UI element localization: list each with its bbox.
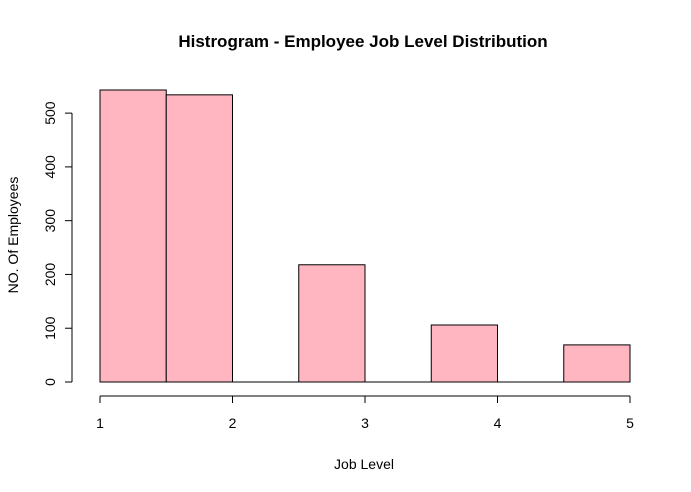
x-tick-label-2: 3 — [361, 415, 369, 431]
y-axis: 0 100 200 300 400 500 — [42, 101, 73, 386]
histogram-bar-3 — [298, 264, 366, 383]
x-tick-label-1: 2 — [229, 415, 237, 431]
histogram-bar-0 — [99, 89, 167, 383]
x-tick-label-3: 4 — [494, 415, 502, 431]
histogram-bar-5 — [430, 324, 498, 383]
bars-group — [99, 89, 631, 383]
chart-title: Histrogram - Employee Job Level Distribu… — [178, 32, 547, 51]
y-tick-label-4: 400 — [42, 155, 58, 179]
y-tick-label-2: 200 — [42, 263, 58, 287]
x-tick-label-4: 5 — [626, 415, 634, 431]
x-tick-label-0: 1 — [96, 415, 104, 431]
y-tick-label-0: 0 — [42, 378, 58, 386]
y-axis-label: NO. Of Employees — [5, 177, 21, 294]
y-tick-label-1: 100 — [42, 316, 58, 340]
x-axis-label: Job Level — [334, 456, 394, 472]
histogram-bar-7 — [563, 344, 631, 383]
y-tick-label-5: 500 — [42, 101, 58, 125]
y-tick-label-3: 300 — [42, 209, 58, 233]
histogram-bar-1 — [165, 94, 233, 383]
x-axis: 1 2 3 4 5 — [96, 395, 634, 431]
